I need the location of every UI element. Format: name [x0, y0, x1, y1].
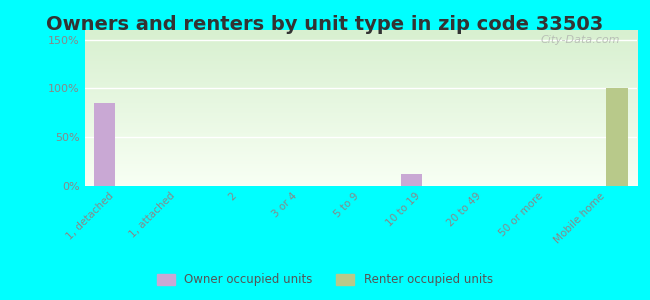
Text: City-Data.com: City-Data.com [541, 35, 620, 45]
Bar [94, 103, 115, 186]
Bar [606, 88, 628, 186]
Bar [400, 174, 422, 186]
Legend: Owner occupied units, Renter occupied units: Owner occupied units, Renter occupied un… [153, 269, 497, 291]
Text: Owners and renters by unit type in zip code 33503: Owners and renters by unit type in zip c… [46, 15, 604, 34]
